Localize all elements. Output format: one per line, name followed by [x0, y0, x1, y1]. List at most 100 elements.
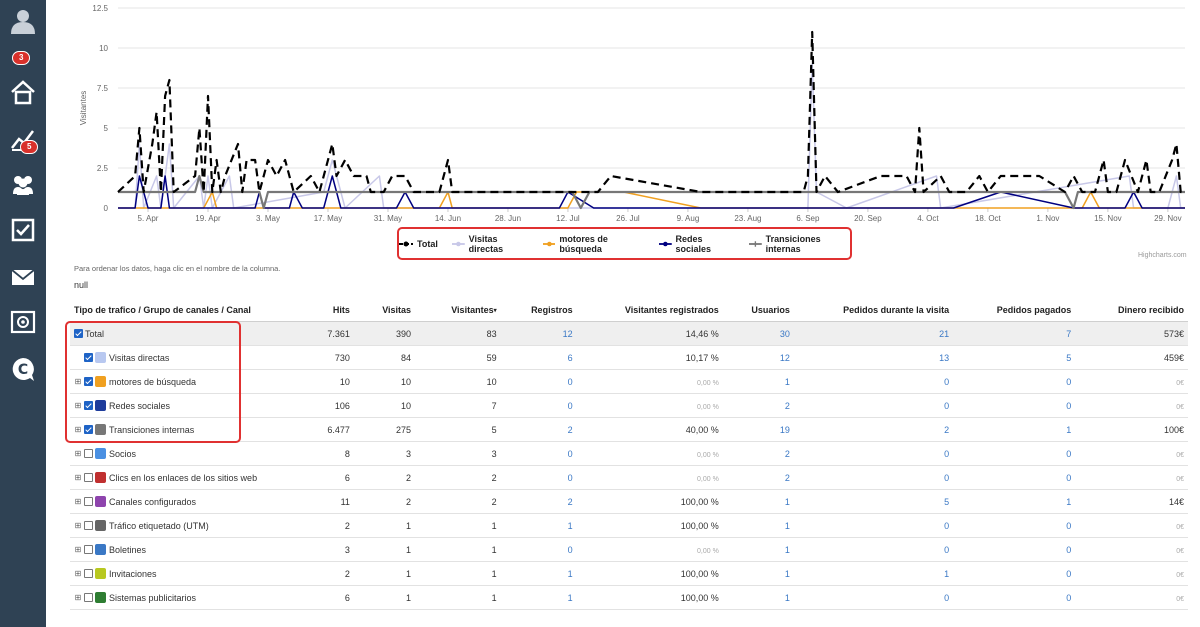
cell-pedidos[interactable]: 0: [793, 393, 954, 418]
cell-pagados[interactable]: 0: [953, 393, 1076, 418]
cell-registros[interactable]: 0: [500, 369, 577, 394]
cell-pagados[interactable]: 0: [953, 561, 1076, 586]
value-pagados[interactable]: 5: [1066, 352, 1072, 363]
col-visitantes[interactable]: Visitantes▾: [415, 298, 501, 322]
expand-toggle-icon[interactable]: ⊞: [74, 593, 82, 602]
cell-pedidos[interactable]: 0: [793, 465, 954, 490]
series-line-redes-sociales[interactable]: [118, 175, 1185, 209]
value-usuarios[interactable]: 1: [784, 568, 790, 579]
col-tipo[interactable]: Tipo de trafico / Grupo de canales / Can…: [70, 298, 289, 322]
legend-item[interactable]: Total: [399, 239, 438, 249]
cell-usuarios[interactable]: 2: [722, 393, 794, 418]
settings-panel-icon[interactable]: [6, 305, 40, 339]
value-usuarios[interactable]: 19: [779, 424, 790, 435]
value-usuarios[interactable]: 2: [784, 448, 790, 459]
expand-toggle-icon[interactable]: ⊞: [74, 425, 82, 434]
cell-usuarios[interactable]: 1: [722, 537, 794, 562]
value-registros[interactable]: 0: [567, 400, 573, 411]
value-usuarios[interactable]: 30: [779, 328, 790, 339]
home-icon[interactable]: [6, 75, 40, 109]
statistics-badge[interactable]: 5: [20, 140, 39, 154]
value-registros[interactable]: 0: [567, 376, 573, 387]
cell-registros[interactable]: 2: [500, 417, 577, 442]
col-pedidos-pagados[interactable]: Pedidos pagados: [953, 298, 1076, 322]
expand-toggle-icon[interactable]: ⊞: [74, 569, 82, 578]
value-pedidos[interactable]: 0: [944, 472, 950, 483]
value-usuarios[interactable]: 12: [779, 352, 790, 363]
cell-pedidos[interactable]: 1: [793, 561, 954, 586]
cell-registros[interactable]: 2: [500, 489, 577, 514]
value-usuarios[interactable]: 1: [784, 592, 790, 603]
cell-pagados[interactable]: 0: [953, 513, 1076, 538]
value-registros[interactable]: 0: [567, 472, 573, 483]
cell-pagados[interactable]: 0: [953, 537, 1076, 562]
value-registros[interactable]: 6: [567, 352, 573, 363]
value-pedidos[interactable]: 0: [944, 400, 950, 411]
series-line-transiciones-internas[interactable]: [118, 174, 1185, 210]
cell-usuarios[interactable]: 19: [722, 417, 794, 442]
value-pagados[interactable]: 0: [1066, 568, 1072, 579]
value-pedidos[interactable]: 21: [939, 328, 950, 339]
cell-pagados[interactable]: 0: [953, 585, 1076, 610]
user-avatar-icon[interactable]: [6, 4, 40, 38]
cell-pedidos[interactable]: 0: [793, 513, 954, 538]
notification-badge[interactable]: 3: [12, 51, 31, 65]
expand-toggle-icon[interactable]: ⊞: [74, 377, 82, 386]
cell-usuarios[interactable]: 1: [722, 489, 794, 514]
cell-registros[interactable]: 1: [500, 513, 577, 538]
cell-pedidos[interactable]: 2: [793, 417, 954, 442]
expand-toggle-icon[interactable]: ⊞: [74, 497, 82, 506]
cell-usuarios[interactable]: 1: [722, 585, 794, 610]
value-pagados[interactable]: 0: [1066, 472, 1072, 483]
value-pedidos[interactable]: 1: [944, 568, 950, 579]
value-pedidos[interactable]: 0: [944, 520, 950, 531]
cell-pagados[interactable]: 0: [953, 369, 1076, 394]
value-pagados[interactable]: 0: [1066, 376, 1072, 387]
value-registros[interactable]: 12: [562, 328, 573, 339]
value-registros[interactable]: 0: [567, 544, 573, 555]
row-checkbox[interactable]: [84, 521, 93, 530]
expand-toggle-icon[interactable]: ⊞: [74, 449, 82, 458]
cell-registros[interactable]: 6: [500, 345, 577, 370]
row-checkbox[interactable]: [84, 353, 93, 362]
cell-pagados[interactable]: 7: [953, 321, 1076, 346]
cell-pedidos[interactable]: 0: [793, 537, 954, 562]
cell-usuarios[interactable]: 1: [722, 513, 794, 538]
legend-item[interactable]: Visitas directas: [451, 234, 529, 254]
row-checkbox[interactable]: [84, 425, 93, 434]
cell-pedidos[interactable]: 0: [793, 369, 954, 394]
cell-usuarios[interactable]: 30: [722, 321, 794, 346]
value-pedidos[interactable]: 0: [944, 544, 950, 555]
value-registros[interactable]: 1: [567, 592, 573, 603]
value-usuarios[interactable]: 1: [784, 544, 790, 555]
legend-item[interactable]: Redes sociales: [658, 234, 735, 254]
mail-icon[interactable]: [6, 260, 40, 294]
cell-pagados[interactable]: 0: [953, 441, 1076, 466]
row-checkbox[interactable]: [84, 449, 93, 458]
cell-registros[interactable]: 1: [500, 561, 577, 586]
legend-item[interactable]: Transiciones internas: [748, 234, 850, 254]
cell-registros[interactable]: 0: [500, 537, 577, 562]
row-checkbox[interactable]: [74, 329, 83, 338]
cell-pagados[interactable]: 1: [953, 489, 1076, 514]
cell-pedidos[interactable]: 0: [793, 441, 954, 466]
value-pedidos[interactable]: 0: [944, 376, 950, 387]
value-registros[interactable]: 2: [567, 496, 573, 507]
value-registros[interactable]: 2: [567, 424, 573, 435]
cell-registros[interactable]: 12: [500, 321, 577, 346]
row-checkbox[interactable]: [84, 593, 93, 602]
row-checkbox[interactable]: [84, 401, 93, 410]
col-usuarios[interactable]: Usuarios: [722, 298, 794, 322]
row-checkbox[interactable]: [84, 545, 93, 554]
cell-pedidos[interactable]: 0: [793, 585, 954, 610]
cell-usuarios[interactable]: 1: [722, 561, 794, 586]
value-pedidos[interactable]: 5: [944, 496, 950, 507]
cell-pedidos[interactable]: 5: [793, 489, 954, 514]
col-visitas[interactable]: Visitas: [353, 298, 416, 322]
tasks-checkbox-icon[interactable]: [6, 213, 40, 247]
col-hits[interactable]: Hits: [288, 298, 354, 322]
col-dinero-recibido[interactable]: Dinero recibido: [1075, 298, 1188, 322]
value-registros[interactable]: 1: [567, 520, 573, 531]
cell-usuarios[interactable]: 2: [722, 441, 794, 466]
cell-registros[interactable]: 0: [500, 465, 577, 490]
